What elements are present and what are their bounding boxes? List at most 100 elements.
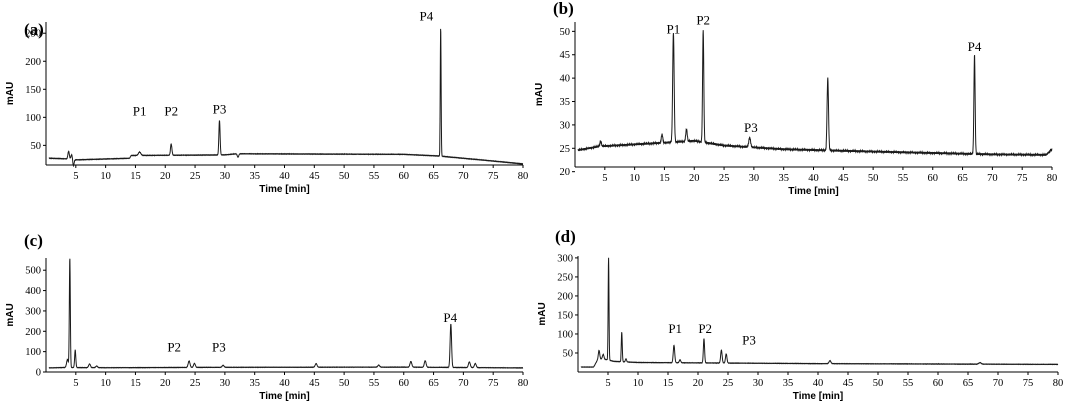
x-tick-label: 30	[753, 378, 764, 389]
y-tick-label: 300	[25, 306, 41, 317]
x-tick-label: 35	[778, 173, 789, 184]
y-tick-label: 200	[557, 291, 573, 302]
chart-panel-b: (b) 5 10 15 20 25 30 35 40 45 50 55 60 65 70 75 80 20 25 30…	[534, 0, 1057, 197]
peak-label-p4: P4	[443, 310, 457, 325]
x-tick-label: 55	[369, 171, 380, 182]
y-tick-label: 200	[25, 57, 41, 68]
y-tick-label: 150	[557, 310, 573, 321]
x-tick-label: 10	[633, 378, 644, 389]
peak-label-p2: P2	[698, 321, 712, 336]
x-tick-label: 65	[428, 171, 439, 182]
y-tick-label: 100	[25, 113, 41, 124]
x-tick-label: 15	[663, 378, 674, 389]
y-axis-title: mAU	[5, 303, 16, 326]
x-tick-label: 75	[488, 378, 499, 389]
x-tick-label: 5	[602, 173, 607, 184]
x-tick-label: 40	[279, 378, 290, 389]
peak-label-p2: P2	[164, 104, 178, 119]
x-tick-label: 40	[813, 378, 824, 389]
x-tick-label: 80	[518, 171, 529, 182]
x-tick-label: 5	[73, 171, 78, 182]
x-tick-label: 50	[868, 173, 879, 184]
x-axis-title: Time [min]	[788, 186, 838, 197]
x-tick-label: 10	[100, 378, 111, 389]
x-tick-label: 40	[808, 173, 819, 184]
x-tick-label: 80	[1047, 173, 1058, 184]
y-tick-label: 50	[563, 348, 574, 359]
y-tick-label: 300	[557, 253, 573, 264]
y-tick-label: 40	[560, 74, 571, 85]
x-tick-label: 80	[518, 378, 529, 389]
y-tick-label: 0	[36, 368, 41, 379]
x-tick-label: 25	[719, 173, 730, 184]
y-tick-label: 50	[560, 27, 571, 38]
y-tick-label: 30	[560, 120, 571, 131]
x-tick-label: 15	[130, 378, 141, 389]
x-tick-label: 35	[783, 378, 794, 389]
peak-label-p3: P3	[212, 340, 226, 355]
x-tick-label: 80	[1053, 378, 1064, 389]
peak-label-p1: P1	[133, 104, 147, 119]
x-tick-label: 20	[689, 173, 700, 184]
x-tick-label: 40	[279, 171, 290, 182]
chromatogram-trace	[48, 258, 524, 369]
x-tick-label: 75	[1023, 378, 1034, 389]
y-tick-label: 45	[560, 50, 571, 61]
x-tick-label: 50	[339, 171, 350, 182]
x-axis-title: Time [min]	[259, 391, 309, 402]
x-tick-label: 35	[249, 378, 260, 389]
chart-panel-a: (a) 5 10 15 20 25 30 35 40 45 50 55 60 65 70 75 80 50 100 1…	[5, 8, 528, 195]
peak-label-p2: P2	[696, 12, 710, 27]
y-tick-label: 100	[25, 347, 41, 358]
x-tick-label: 30	[220, 171, 231, 182]
x-tick-label: 60	[928, 173, 939, 184]
x-tick-label: 70	[987, 173, 998, 184]
panel-label: (d)	[555, 227, 576, 246]
peak-label-p1: P1	[668, 321, 682, 336]
chromatogram-trace	[48, 28, 524, 168]
x-tick-label: 5	[73, 378, 78, 389]
x-tick-label: 60	[399, 378, 410, 389]
y-tick-label: 150	[25, 85, 41, 96]
x-tick-label: 20	[160, 171, 171, 182]
x-tick-label: 50	[873, 378, 884, 389]
x-tick-label: 65	[963, 378, 974, 389]
chromatogram-trace	[580, 257, 1059, 368]
x-tick-label: 70	[458, 171, 469, 182]
y-tick-label: 25	[560, 144, 571, 155]
y-tick-label: 250	[25, 29, 41, 40]
x-tick-label: 45	[838, 173, 849, 184]
chart-panel-c: (c) 5 10 15 20 25 30 35 40 45 50 55 60 65 70 75 80 0 100 20…	[5, 231, 528, 402]
x-tick-label: 75	[488, 171, 499, 182]
x-tick-label: 60	[933, 378, 944, 389]
x-tick-label: 65	[428, 378, 439, 389]
x-tick-label: 70	[458, 378, 469, 389]
y-axis-title: mAU	[534, 83, 545, 106]
peak-label-p3: P3	[744, 120, 758, 135]
peak-label-p1: P1	[667, 22, 681, 37]
peak-label-p4: P4	[420, 8, 434, 23]
x-tick-label: 10	[100, 171, 111, 182]
x-tick-label: 75	[1017, 173, 1028, 184]
y-tick-label: 400	[25, 286, 41, 297]
x-tick-label: 55	[898, 173, 909, 184]
peak-label-p3: P3	[742, 333, 756, 348]
y-tick-label: 250	[557, 272, 573, 283]
x-tick-label: 25	[190, 171, 201, 182]
x-tick-label: 50	[339, 378, 350, 389]
panel-label: (a)	[24, 20, 44, 39]
peak-label-p3: P3	[213, 101, 227, 116]
y-tick-label: 200	[25, 327, 41, 338]
x-tick-label: 10	[629, 173, 640, 184]
y-tick-label: 35	[560, 97, 571, 108]
chart-panel-d: (d) 5 10 15 20 25 30 35 40 45 50 55 60 65 70 75 80 50 100 1…	[537, 227, 1063, 402]
x-tick-label: 45	[843, 378, 854, 389]
chromatogram-trace	[577, 30, 1053, 158]
x-axis-title: Time [min]	[793, 391, 843, 402]
x-tick-label: 15	[130, 171, 141, 182]
x-tick-label: 45	[309, 171, 320, 182]
peak-label-p4: P4	[968, 39, 982, 54]
y-tick-label: 20	[560, 167, 571, 178]
x-tick-label: 65	[957, 173, 968, 184]
